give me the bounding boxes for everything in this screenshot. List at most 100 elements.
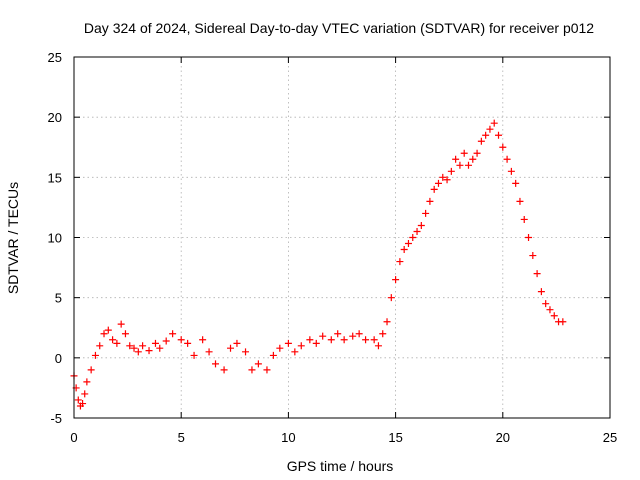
data-point	[486, 125, 494, 133]
data-point	[269, 351, 277, 359]
data-point	[477, 137, 485, 145]
data-point	[516, 197, 524, 205]
data-point	[121, 330, 129, 338]
data-point	[443, 176, 451, 184]
data-point	[227, 344, 235, 352]
data-point	[117, 320, 125, 328]
y-tick-label: 10	[48, 231, 62, 246]
x-tick-label: 0	[70, 430, 77, 445]
data-point	[233, 339, 241, 347]
data-series	[70, 119, 567, 410]
data-point	[212, 360, 220, 368]
data-point	[220, 366, 228, 374]
data-point	[537, 288, 545, 296]
data-point	[87, 366, 95, 374]
axis-ticks: 0 5 10 15 20 25 -5 0 5 10 15 20 25	[48, 50, 618, 445]
data-point	[460, 149, 468, 157]
x-tick-label: 20	[496, 430, 510, 445]
data-point	[96, 342, 104, 350]
data-point	[409, 234, 417, 241]
data-point	[139, 342, 147, 350]
data-point	[284, 339, 292, 347]
data-point	[473, 149, 481, 157]
data-point	[542, 300, 550, 308]
data-point	[452, 155, 460, 163]
data-point	[426, 197, 434, 205]
data-point	[456, 161, 464, 169]
chart-title: Day 324 of 2024, Sidereal Day-to-day VTE…	[84, 20, 594, 36]
data-point	[334, 330, 342, 338]
data-point	[533, 270, 541, 278]
y-tick-label: 0	[55, 351, 62, 366]
data-point	[312, 339, 320, 347]
data-point	[276, 344, 284, 352]
data-point	[422, 209, 430, 217]
data-point	[151, 339, 159, 347]
data-point	[430, 185, 438, 193]
data-point	[529, 252, 537, 260]
data-point	[79, 400, 87, 408]
data-point	[297, 342, 305, 350]
data-point	[512, 179, 520, 187]
data-point	[546, 306, 554, 314]
data-point	[169, 330, 177, 338]
data-point	[205, 348, 213, 356]
data-point	[254, 360, 262, 368]
data-point	[439, 173, 447, 181]
data-point	[104, 326, 112, 334]
x-tick-label: 10	[281, 430, 295, 445]
data-point	[559, 318, 567, 326]
data-point	[392, 276, 400, 284]
x-tick-label: 25	[603, 430, 617, 445]
data-point	[447, 167, 455, 175]
data-point	[499, 143, 507, 151]
data-point	[199, 336, 207, 344]
y-tick-label: 25	[48, 50, 62, 65]
data-point	[464, 161, 472, 169]
x-tick-label: 5	[178, 430, 185, 445]
data-point	[126, 342, 134, 350]
data-point	[291, 348, 299, 356]
data-point	[525, 234, 533, 241]
y-tick-label: -5	[50, 411, 62, 426]
data-point	[162, 337, 170, 345]
data-point	[100, 330, 108, 338]
data-point	[383, 318, 391, 326]
y-tick-label: 15	[48, 170, 62, 185]
data-point	[177, 336, 185, 344]
data-point	[400, 246, 408, 254]
x-tick-label: 15	[388, 430, 402, 445]
data-point	[242, 348, 250, 356]
data-point	[349, 332, 357, 340]
data-point	[379, 330, 387, 338]
y-tick-label: 5	[55, 291, 62, 306]
data-point	[434, 179, 442, 187]
y-tick-label: 20	[48, 110, 62, 125]
data-point	[370, 336, 378, 344]
data-point	[340, 336, 348, 344]
data-point	[355, 330, 363, 338]
data-point	[319, 332, 327, 340]
data-point	[550, 312, 558, 320]
data-point	[81, 390, 89, 398]
data-point	[109, 336, 117, 344]
data-point	[374, 342, 382, 350]
data-point	[396, 258, 404, 266]
data-point	[495, 131, 503, 139]
data-point	[156, 344, 164, 352]
data-point	[327, 336, 335, 344]
data-point	[413, 227, 421, 235]
data-point	[469, 155, 477, 163]
data-point	[83, 378, 91, 386]
data-point	[362, 336, 370, 344]
data-point	[74, 396, 82, 404]
data-point	[130, 344, 138, 352]
data-point	[482, 131, 490, 139]
data-point	[134, 348, 142, 356]
data-point	[113, 339, 121, 347]
data-point	[145, 347, 153, 355]
data-point	[263, 366, 271, 374]
data-point	[248, 366, 256, 374]
data-point	[91, 351, 99, 359]
